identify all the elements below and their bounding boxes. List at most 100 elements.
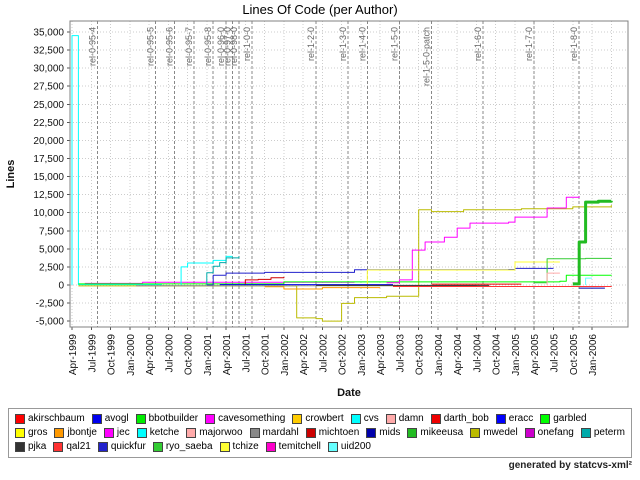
x-tick-label: Jan-2003: [357, 334, 368, 376]
legend-swatch: [524, 428, 535, 438]
legend-swatch: [97, 442, 108, 452]
legend-swatch: [430, 414, 441, 424]
series-jbontje: [264, 286, 381, 290]
legend-item-qal21: qal21: [53, 440, 91, 454]
legend-label: uid200: [340, 441, 371, 452]
x-tick-label: Jan-2006: [588, 334, 599, 376]
legend-label: jbontje: [67, 427, 97, 438]
legend-item-tchize: tchize: [219, 440, 259, 454]
legend-label: avogl: [104, 413, 129, 424]
legend-label: qal21: [66, 441, 91, 452]
legend-item-cvs: cvs: [350, 412, 379, 426]
y-tick-label: 0: [58, 281, 64, 292]
y-tick-label: 27,500: [33, 82, 64, 93]
legend-swatch: [580, 428, 591, 438]
y-tick-label: 25,000: [33, 100, 64, 111]
x-tick-label: Apr-1999: [68, 334, 79, 376]
legend-label: damn: [398, 413, 424, 424]
release-label: rel-1-7-0: [524, 27, 534, 61]
legend-item-ryo_saeba: ryo_saeba: [152, 440, 213, 454]
legend-swatch: [470, 428, 481, 438]
legend-item-damn: damn: [385, 412, 424, 426]
release-label: rel-1-8-0: [569, 27, 579, 61]
legend-label: ryo_saeba: [165, 441, 213, 452]
x-tick-label: Oct-2001: [261, 334, 272, 376]
series-cavesomething: [84, 281, 355, 284]
legend-label: mwedel: [483, 427, 518, 438]
legend-swatch: [385, 414, 396, 424]
legend-swatch: [540, 414, 551, 424]
legend-swatch: [265, 442, 276, 452]
legend-label: peterm: [593, 427, 625, 438]
series-jec: [386, 196, 580, 284]
series-qal21: [393, 286, 612, 287]
legend-swatch: [327, 442, 338, 452]
x-tick-label: Oct-1999: [107, 334, 118, 376]
y-axis-title: Lines: [5, 160, 17, 189]
legend-label: quickfur: [110, 441, 146, 452]
y-tick-label: 20,000: [33, 136, 64, 147]
legend-item-garbled: garbled: [540, 412, 587, 426]
legend-item-gros: gros: [15, 426, 47, 440]
legend-item-avogl: avogl: [91, 412, 129, 426]
series-mwedel: [78, 205, 612, 322]
legend-swatch: [136, 428, 147, 438]
chart-title: Lines Of Code (per Author): [242, 2, 398, 17]
legend-label: michtoen: [318, 427, 360, 438]
x-tick-label: Apr-2000: [145, 334, 156, 376]
series-michtoen: [244, 276, 285, 285]
x-tick-label: Jan-2002: [280, 334, 291, 376]
legend-swatch: [152, 442, 163, 452]
legend-swatch: [205, 414, 216, 424]
legend-label: onefang: [537, 427, 574, 438]
legend-swatch: [495, 414, 506, 424]
y-tick-label: 10,000: [33, 208, 64, 219]
legend-label: bbotbuilder: [148, 413, 199, 424]
legend-item-crowbert: crowbert: [292, 412, 344, 426]
legend-label: mikeeusa: [420, 427, 464, 438]
x-tick-label: Jan-2001: [203, 334, 214, 376]
legend-item-mwedel: mwedel: [470, 426, 518, 440]
legend-item-jbontje: jbontje: [54, 426, 97, 440]
release-label: rel-1-0-0: [242, 27, 252, 61]
legend-swatch: [103, 428, 114, 438]
legend-label: tchize: [232, 441, 259, 452]
release-label: rel-1-5-0: [389, 27, 399, 61]
legend: akirschbaum avogl bbotbuilder cavesomething…: [8, 408, 632, 458]
release-label: rel-0-95-4: [88, 27, 98, 66]
x-tick-label: Jul-2003: [395, 334, 406, 373]
legend-item-pjka: pjka: [15, 440, 46, 454]
footer-credit: generated by statcvs-xml²: [508, 460, 632, 471]
legend-label: cvs: [363, 413, 379, 424]
legend-item-quickfur: quickfur: [97, 440, 146, 454]
legend-item-ketche: ketche: [136, 426, 179, 440]
legend-item-majorwoo: majorwoo: [186, 426, 243, 440]
legend-item-darth_bob: darth_bob: [430, 412, 489, 426]
series-majorwoo: [546, 272, 560, 285]
y-tick-label: -2,500: [36, 299, 65, 310]
legend-label: gros: [28, 427, 48, 438]
legend-swatch: [91, 414, 102, 424]
legend-swatch: [54, 428, 65, 438]
legend-swatch: [186, 428, 197, 438]
x-tick-label: Apr-2001: [222, 334, 233, 376]
legend-swatch: [53, 442, 64, 452]
release-label: rel-0-97-0: [223, 27, 233, 66]
release-label: rel-1-2-0: [306, 27, 316, 61]
x-tick-label: Jan-2004: [434, 334, 445, 376]
x-axis-title: Date: [337, 387, 361, 399]
y-tick-label: 5,000: [39, 244, 64, 255]
plot-border: [69, 20, 629, 328]
legend-swatch: [350, 414, 361, 424]
legend-swatch: [219, 442, 230, 452]
legend-label: cavesomething: [218, 413, 286, 424]
legend-item-akirschbaum: akirschbaum: [15, 412, 85, 426]
legend-item-bbotbuilder: bbotbuilder: [135, 412, 199, 426]
x-tick-label: Apr-2003: [376, 334, 387, 376]
legend-item-mikeeusa: mikeeusa: [407, 426, 463, 440]
legend-label: crowbert: [305, 413, 344, 424]
legend-swatch: [366, 428, 377, 438]
legend-label: pjka: [28, 441, 47, 452]
legend-item-mardahl: mardahl: [249, 426, 299, 440]
x-tick-label: Oct-2003: [415, 334, 426, 376]
